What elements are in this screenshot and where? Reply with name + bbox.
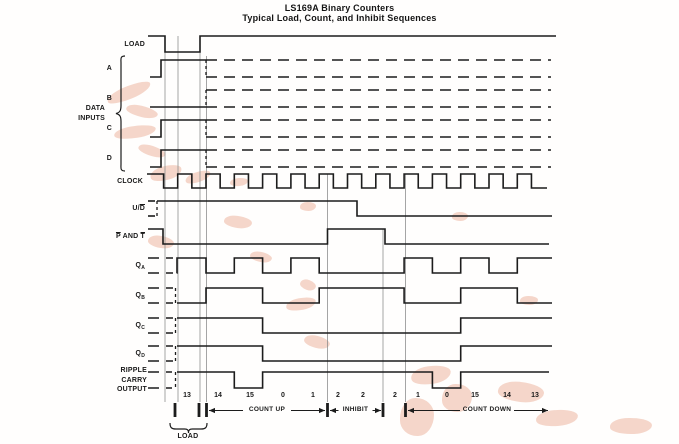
timeline-tick — [326, 403, 329, 417]
signal-waveform-qb — [177, 287, 552, 304]
arrowhead — [408, 407, 414, 414]
signal-label-clock: CLOCK — [117, 177, 143, 185]
timeline-count-number: 2 — [361, 392, 365, 399]
arrowhead — [375, 407, 381, 414]
timeline-tick — [205, 403, 208, 417]
signal-label-qb: QB — [135, 292, 145, 301]
watermark-blob — [610, 418, 652, 434]
signal-waveform-d — [150, 149, 206, 168]
range-label-inhibit: INHIBIT — [342, 406, 369, 413]
data-inputs-brace — [115, 55, 126, 172]
signal-waveform-qc — [177, 317, 552, 334]
arrowhead — [330, 407, 336, 414]
watermark-blob — [520, 296, 538, 305]
signal-label-c: C — [106, 125, 112, 132]
timeline-count-number: 13 — [183, 392, 191, 399]
signal-label-ud: U/D — [132, 205, 145, 212]
load-sequence-label: LOAD — [177, 433, 199, 440]
signal-label-qa: QA — [135, 262, 145, 271]
page-title: LS169A Binary Counters — [284, 3, 395, 13]
signal-waveform-rco — [177, 371, 549, 389]
signal-label-pt: P AND T — [115, 233, 145, 240]
watermark-blob — [300, 202, 316, 211]
signal-label-d: D — [106, 155, 112, 162]
timeline-count-number: 0 — [281, 392, 285, 399]
signal-waveform-load — [148, 35, 556, 53]
timeline-count-number: 1 — [416, 392, 420, 399]
range-label-count-down: COUNT DOWN — [462, 406, 512, 413]
timeline-tick — [197, 403, 201, 417]
timeline-count-number: 15 — [471, 392, 479, 399]
timeline-tick — [404, 403, 407, 417]
timeline-count-number: 13 — [531, 392, 539, 399]
load-underbrace — [169, 422, 208, 434]
arrowhead — [319, 407, 325, 414]
signal-label-qd: QD — [135, 350, 145, 359]
timeline-count-number: 2 — [336, 392, 340, 399]
signal-waveform-ud — [157, 200, 552, 217]
signal-label-b: B — [106, 95, 112, 102]
timeline-tick — [173, 403, 177, 417]
timeline-count-number: 14 — [214, 392, 222, 399]
signal-waveform-clock — [147, 173, 547, 189]
signal-waveform-qa — [176, 257, 552, 274]
signal-waveform-qd — [177, 345, 552, 362]
arrowhead — [542, 407, 548, 414]
timeline-count-number: 1 — [311, 392, 315, 399]
signal-label-load: LOAD — [124, 40, 145, 48]
signal-waveform-c — [150, 119, 206, 138]
data-inputs-group-label: DATA INPUTS — [78, 105, 105, 122]
timeline-count-number: 0 — [445, 392, 449, 399]
signal-waveform-a — [150, 59, 206, 78]
signal-label-rco: RIPPLE CARRY OUTPUT — [117, 367, 147, 393]
signal-waveform-pt — [148, 228, 549, 245]
timeline-count-number: 2 — [393, 392, 397, 399]
page-subtitle: Typical Load, Count, and Inhibit Sequenc… — [242, 13, 437, 23]
timeline-tick — [381, 403, 385, 417]
range-label-count-up: COUNT UP — [248, 406, 286, 413]
timeline-count-number: 14 — [503, 392, 511, 399]
timeline-count-number: 15 — [246, 392, 254, 399]
signal-label-qc: QC — [135, 322, 145, 331]
signal-label-a: A — [106, 65, 112, 72]
arrowhead — [209, 407, 215, 414]
